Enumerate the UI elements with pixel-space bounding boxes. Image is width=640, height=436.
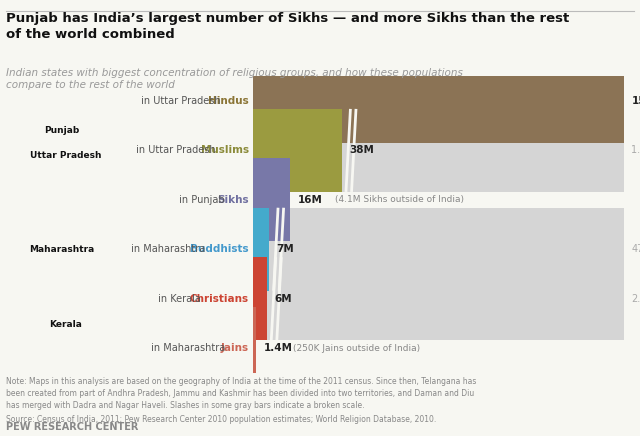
Text: Indian states with biggest concentration of religious groups, and how these popu: Indian states with biggest concentration…: [6, 68, 463, 90]
Bar: [253, 109, 342, 192]
Text: Muslims: Muslims: [201, 146, 249, 155]
Text: Note: Maps in this analysis are based on the geography of India at the time of t: Note: Maps in this analysis are based on…: [6, 377, 477, 410]
Text: 1.4 billion: 1.4 billion: [632, 146, 640, 155]
Text: Punjab has India’s largest number of Sikhs — and more Sikhs than the rest
of the: Punjab has India’s largest number of Sik…: [6, 12, 570, 41]
Text: in Uttar Pradesh: in Uttar Pradesh: [138, 96, 220, 106]
Text: 16M: 16M: [298, 195, 323, 205]
Text: Christians: Christians: [190, 294, 249, 303]
Text: 479M: 479M: [632, 244, 640, 254]
Bar: [253, 257, 624, 340]
Text: 159M: 159M: [632, 96, 640, 106]
Text: in Maharashtra: in Maharashtra: [148, 343, 225, 353]
Text: in Uttar Pradesh: in Uttar Pradesh: [132, 146, 215, 155]
Text: (250K Jains outside of India): (250K Jains outside of India): [293, 344, 420, 353]
Bar: [253, 158, 290, 242]
Text: in Maharashtra: in Maharashtra: [129, 244, 205, 254]
Text: 38M: 38M: [349, 146, 374, 155]
Bar: [253, 257, 267, 340]
Text: Source: Census of India, 2011; Pew Research Center 2010 population estimates; Wo: Source: Census of India, 2011; Pew Resea…: [6, 415, 436, 424]
Text: Buddhists: Buddhists: [191, 244, 249, 254]
Text: (4.1M Sikhs outside of India): (4.1M Sikhs outside of India): [335, 195, 464, 204]
Text: Kerala: Kerala: [49, 320, 82, 329]
Text: in Kerala: in Kerala: [155, 294, 201, 303]
Bar: [253, 208, 624, 291]
Text: 1.4M: 1.4M: [264, 343, 292, 353]
Text: Uttar Pradesh: Uttar Pradesh: [29, 151, 101, 160]
Text: 2.1B: 2.1B: [632, 294, 640, 303]
Text: 7M: 7M: [276, 244, 294, 254]
Text: Hindus: Hindus: [209, 96, 249, 106]
Bar: [253, 59, 624, 143]
Text: in Punjab: in Punjab: [177, 195, 225, 205]
Text: Sikhs: Sikhs: [218, 195, 249, 205]
Bar: [253, 307, 256, 390]
Text: Maharashtra: Maharashtra: [29, 245, 95, 254]
Bar: [253, 109, 624, 192]
Text: Punjab: Punjab: [44, 126, 79, 135]
Text: PEW RESEARCH CENTER: PEW RESEARCH CENTER: [6, 422, 139, 432]
Text: Hindus outside of India
66 million: Hindus outside of India 66 million: [0, 435, 1, 436]
Bar: [253, 208, 269, 291]
Text: Jains: Jains: [221, 343, 249, 353]
Text: 6M: 6M: [274, 294, 292, 303]
